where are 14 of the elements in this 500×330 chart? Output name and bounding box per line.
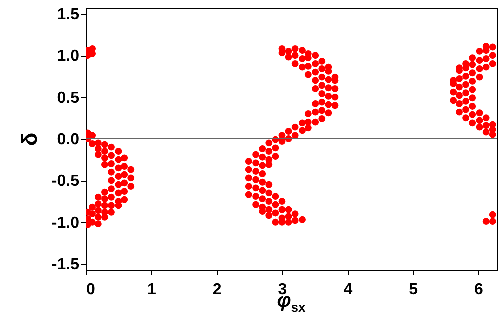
y-tick-label: -0.5	[52, 173, 80, 190]
x-tick-label: 0	[86, 282, 96, 298]
x-tick-label: 5	[409, 282, 418, 298]
y-tick-label: 0.0	[57, 132, 80, 148]
y-tick-label: 1.5	[57, 6, 80, 24]
x-tick-label: 4	[344, 282, 353, 298]
y-tick-label: -1.5	[52, 256, 80, 274]
y-tick-label: 0.5	[57, 90, 80, 107]
y-tick-label: 1.0	[57, 48, 80, 66]
x-tick-label: 6	[474, 282, 484, 298]
y-tick-label: -1.0	[52, 214, 80, 232]
x-tick-label: 2	[212, 282, 222, 298]
y-axis-title: δ	[16, 132, 42, 146]
x-tick-label: 1	[147, 282, 156, 298]
